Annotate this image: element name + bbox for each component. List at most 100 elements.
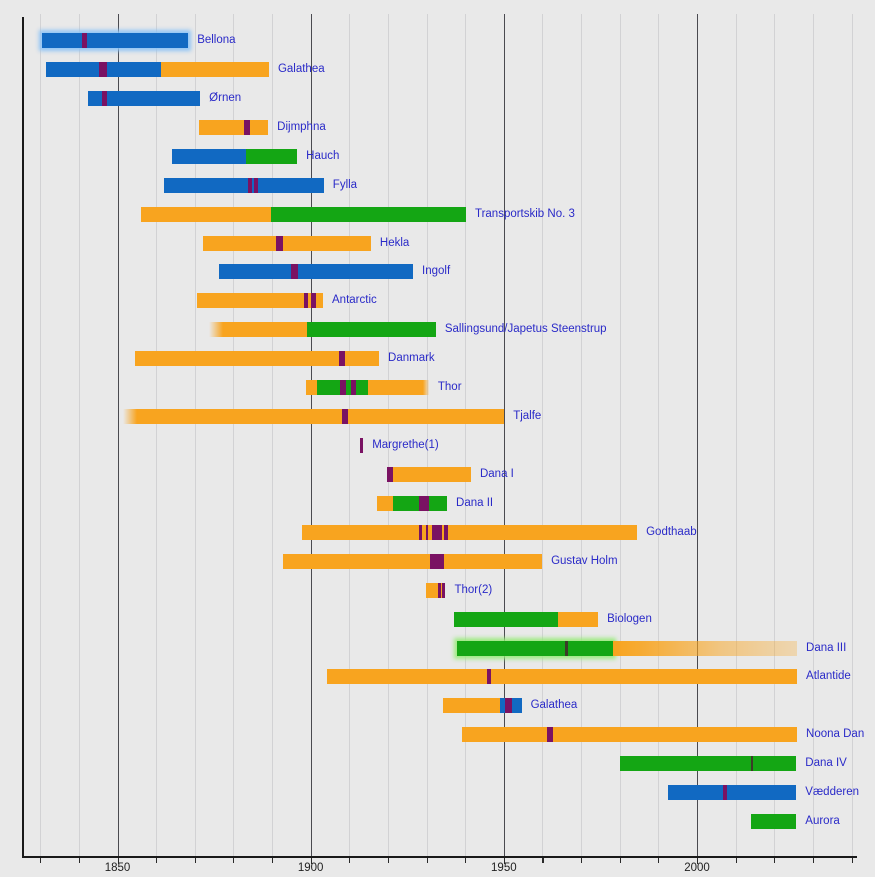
expedition-marker	[546, 727, 554, 743]
ship-bar-segment	[88, 90, 201, 106]
ship-bar-segment	[199, 119, 269, 135]
gridline-major	[310, 14, 313, 857]
axis-tick	[426, 858, 428, 863]
ship-label: Hauch	[306, 149, 340, 162]
gridline-major	[117, 14, 119, 857]
ship-bar-segment	[171, 148, 247, 164]
axis-tick-label: 1850	[104, 862, 131, 874]
gridline-minor	[78, 14, 80, 857]
gridline-minor	[465, 14, 467, 857]
ship-label: Transportskib No. 3	[474, 207, 575, 220]
gridline-minor	[658, 14, 660, 857]
axis-tick	[387, 858, 390, 863]
expedition-marker	[442, 582, 446, 598]
axis-tick	[156, 858, 158, 863]
expedition-marker	[243, 119, 250, 135]
axis-tick	[774, 858, 776, 863]
axis-tick	[735, 858, 737, 863]
gridline-minor	[349, 14, 351, 857]
ship-label: Biologen	[607, 612, 652, 625]
expedition-marker	[340, 380, 346, 396]
ship-label: Godthaab	[646, 525, 697, 538]
ship-label: Noona Dan	[806, 728, 865, 741]
expedition-marker	[504, 698, 513, 714]
expedition-marker	[341, 409, 349, 425]
gridline-major	[696, 14, 699, 857]
ship-label: Gustav Holm	[551, 554, 618, 567]
axis-tick	[78, 858, 80, 863]
gridline-minor	[194, 14, 196, 857]
ship-bar-segment	[557, 611, 599, 627]
ship-label: Antarctic	[332, 294, 377, 307]
axis-tick	[542, 858, 544, 863]
ship-label: Dana II	[456, 496, 494, 509]
ship-label: Sallingsund/Japetus Steenstrup	[444, 323, 607, 336]
expedition-marker	[486, 669, 492, 685]
gridline-minor	[619, 14, 621, 857]
axis-tick	[465, 858, 467, 863]
axis-tick	[581, 858, 583, 863]
ship-bar-segment	[161, 61, 269, 77]
gridline-minor	[581, 14, 583, 857]
expedition-marker	[275, 235, 284, 251]
ship-bar-segment	[282, 553, 543, 569]
axis-tick	[40, 858, 42, 863]
ship-bar-segment	[326, 669, 798, 685]
gridline-minor	[233, 14, 235, 857]
ship-label: Thor	[437, 381, 462, 394]
gridline-minor	[774, 14, 776, 857]
expedition-marker	[431, 524, 442, 540]
ship-label: Ørnen	[209, 91, 242, 104]
axis-tick-label: 2000	[684, 862, 710, 874]
ship-bar-segment	[302, 524, 638, 540]
ship-bar-segment	[163, 177, 324, 193]
ship-label: Tjalfe	[513, 410, 542, 423]
gridline-minor	[426, 14, 428, 857]
axis-tick	[658, 858, 660, 863]
expedition-marker	[350, 380, 357, 396]
ship-label: Aurora	[805, 815, 840, 828]
axis-tick	[349, 858, 351, 863]
ship-bar-segment	[202, 235, 371, 251]
expedition-marker	[98, 61, 108, 77]
expedition-marker	[565, 640, 568, 656]
ship-bar-segment	[123, 409, 505, 425]
expedition-marker	[304, 293, 309, 309]
ship-label: Thor(2)	[454, 583, 493, 596]
ship-label: Dana IV	[805, 757, 847, 770]
gridline-minor	[735, 14, 737, 857]
axis-tick	[503, 858, 506, 864]
expedition-marker	[101, 90, 108, 106]
ship-bar-segment	[377, 495, 393, 511]
gridline-minor	[387, 14, 389, 857]
ship-label: Galathea	[277, 62, 325, 75]
expedition-marker	[360, 438, 364, 454]
gridline-minor	[272, 14, 274, 857]
gridline-minor	[542, 14, 544, 857]
ship-bar-segment	[443, 698, 500, 714]
ship-bar-segment	[141, 206, 271, 222]
ship-bar-segment	[134, 351, 380, 367]
expedition-marker	[723, 785, 727, 801]
ship-label: Dana III	[806, 641, 847, 654]
expedition-marker	[81, 33, 87, 48]
gridline-major	[503, 14, 506, 857]
ship-bar-segment	[457, 640, 613, 656]
ship-bar-segment	[209, 322, 307, 338]
expedition-marker	[750, 756, 753, 772]
gridline-minor	[40, 14, 42, 857]
expedition-marker	[290, 264, 298, 280]
ship-bar-segment	[453, 611, 558, 627]
ship-bar-segment	[42, 33, 189, 48]
axis-tick	[272, 858, 274, 863]
ship-label: Margrethe(1)	[372, 439, 439, 452]
axis-tick	[619, 858, 621, 863]
axis-tick	[310, 858, 313, 864]
ship-bar-segment	[306, 322, 436, 338]
ship-bar-segment	[367, 380, 429, 396]
ship-label: Danmark	[388, 352, 435, 365]
expedition-marker	[418, 524, 422, 540]
gridline-minor	[156, 14, 158, 857]
gridline-minor	[851, 14, 853, 857]
